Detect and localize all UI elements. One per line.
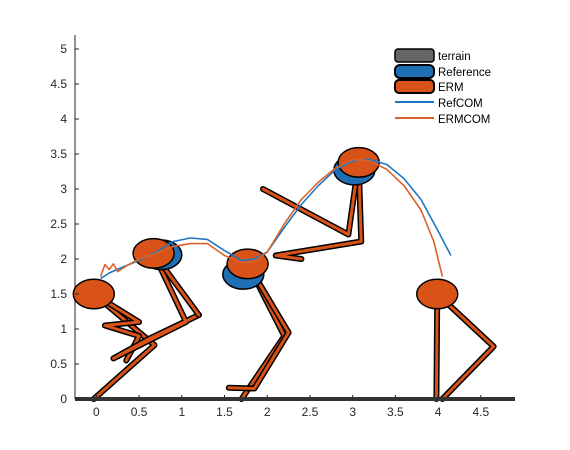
- erm-body: [72, 278, 116, 310]
- y-tick-label: 1.5: [50, 287, 67, 301]
- y-tick-label: 1: [60, 322, 67, 336]
- erm-arm: [434, 292, 439, 401]
- legend-swatch-erm: [394, 79, 435, 94]
- x-tick-label: 0: [93, 405, 100, 419]
- erm-body: [226, 248, 269, 280]
- legend-swatch-reference: [394, 64, 435, 79]
- legend-label-refcom: RefCOM: [438, 98, 483, 110]
- x-tick-label: 0.5: [131, 405, 148, 419]
- erm-body: [415, 278, 459, 310]
- y-tick-label: 2: [60, 252, 67, 266]
- y-tick-label: 0.5: [50, 357, 67, 371]
- ermcom-line: [99, 158, 444, 277]
- erm-leg: [274, 160, 363, 261]
- y-tick-label: 4: [60, 112, 67, 126]
- x-tick-label: 3: [349, 405, 356, 419]
- x-tick-label: 2.5: [302, 405, 319, 419]
- y-tick-label: 0: [60, 392, 67, 406]
- axis-ticks: 0 0.5 1 1.5 2 2.5 3 3.5 4 4.5 0 0.5 1 1.5 2 2.5 3 3.5 4 4.5…: [50, 42, 489, 419]
- x-tick-label: 4: [435, 405, 442, 419]
- x-tick-label: 1: [178, 405, 185, 419]
- com-lines: [99, 158, 452, 280]
- legend-label-terrain: terrain: [438, 51, 471, 63]
- erm-leg: [92, 292, 156, 401]
- legend-label-ermcom: ERMCOM: [438, 114, 490, 126]
- erm-arm: [261, 160, 361, 236]
- y-tick-label: 3.5: [50, 147, 67, 161]
- y-tick-label: 4.5: [50, 77, 67, 91]
- erm-leg: [435, 292, 496, 401]
- y-tick-label: 2.5: [50, 217, 67, 231]
- x-tick-label: 2: [264, 405, 271, 419]
- legend-label-reference: Reference: [438, 67, 491, 79]
- y-tick-label: 5: [60, 42, 67, 56]
- legend-label-erm: ERM: [438, 82, 464, 94]
- y-tick-label: 3: [60, 182, 67, 196]
- x-tick-label: 3.5: [387, 405, 404, 419]
- x-tick-label: 1.5: [216, 405, 233, 419]
- legend: terrain Reference ERM RefCOM ERMCOM: [388, 44, 500, 130]
- legend-swatch-terrain: [394, 48, 435, 63]
- erm-arm: [227, 262, 291, 390]
- x-tick-label: 4.5: [472, 405, 489, 419]
- erm-leg: [111, 251, 201, 360]
